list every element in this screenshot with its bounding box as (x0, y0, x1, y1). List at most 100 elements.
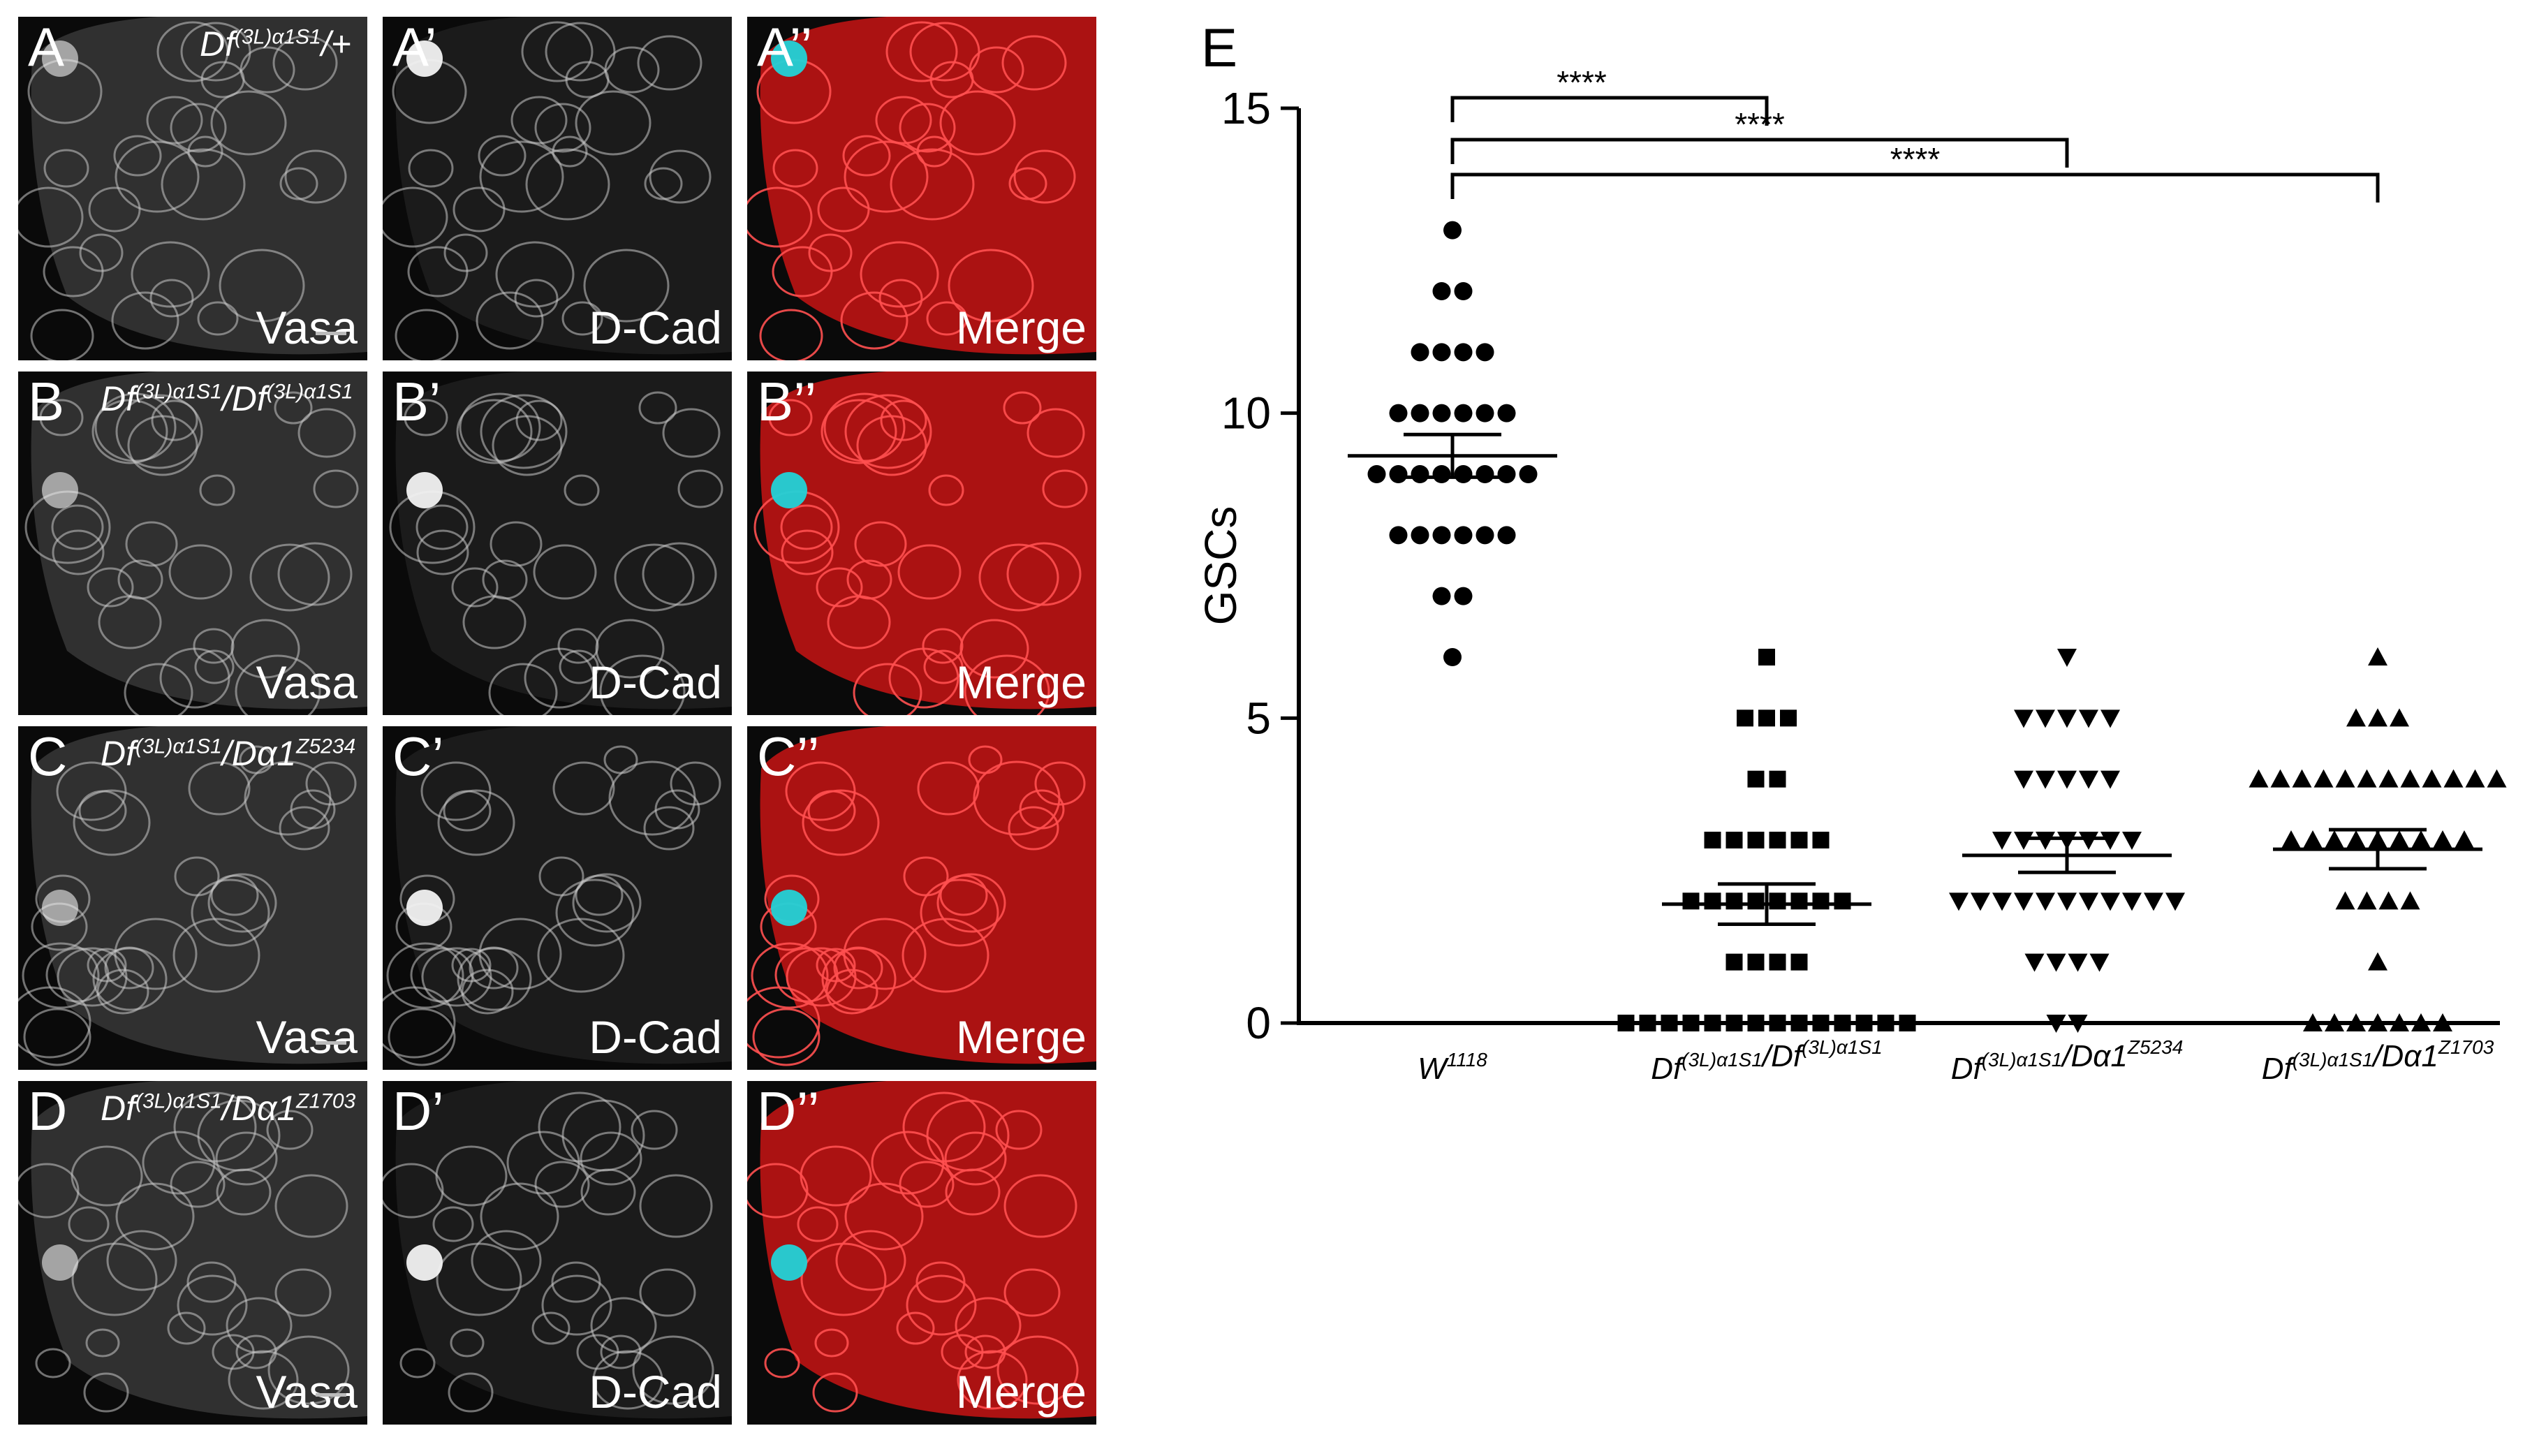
x-category-label: Df(3L)α1S1/Dα1Z5234 (1951, 1036, 2184, 1086)
data-point (1737, 709, 1753, 727)
x-category-label: W1118 (1418, 1049, 1487, 1086)
data-point (2014, 770, 2033, 789)
data-point (2368, 952, 2387, 971)
data-point (1704, 832, 1721, 848)
micrograph-panel: A Vasa Df(3L)α1S1/+ (18, 17, 367, 360)
data-point (1758, 709, 1775, 727)
data-point (1454, 282, 1473, 300)
micrograph-panel: B’’ Merge (747, 372, 1096, 715)
data-point (2079, 770, 2098, 789)
tissue-image (383, 1081, 732, 1419)
genotype-label: Df(3L)α1S1/+ (200, 24, 351, 64)
data-point (2368, 1013, 2387, 1031)
genotype-label: Df(3L)α1S1/Dα1Z1703 (101, 1089, 356, 1128)
data-point (2270, 769, 2290, 788)
y-tick-label: 0 (1246, 998, 1271, 1048)
data-point (2400, 891, 2420, 910)
data-point (1682, 892, 1700, 910)
data-point (1780, 709, 1797, 727)
tissue-image (24, 372, 367, 715)
tissue-image (747, 17, 1096, 360)
data-point (2100, 770, 2120, 789)
data-point (1725, 953, 1743, 971)
data-point (2368, 647, 2387, 666)
panel-letter: C’ (392, 726, 444, 787)
micrograph-panel: B Vasa Df(3L)α1S1/Df(3L)α1S1 (18, 372, 367, 715)
panel-letter: B’’ (757, 372, 817, 432)
data-point (1992, 892, 2012, 911)
data-point (1725, 892, 1743, 910)
tissue-image (383, 17, 732, 360)
data-point (2357, 769, 2377, 788)
stain-label: Vasa (256, 1366, 358, 1418)
data-point (1812, 1015, 1830, 1031)
data-point (1758, 649, 1775, 666)
data-point (1769, 770, 1786, 788)
data-point (2335, 891, 2355, 910)
stain-label: Merge (955, 302, 1087, 353)
data-point (1812, 832, 1830, 848)
data-point (1747, 1015, 1765, 1031)
data-point (1411, 404, 1429, 422)
tissue-image (18, 726, 367, 1066)
data-point (1432, 343, 1451, 362)
data-point (2122, 892, 2142, 911)
stain-label: Vasa (256, 302, 358, 353)
stain-label: D-Cad (589, 656, 722, 708)
data-point (1367, 465, 1386, 483)
data-point (2303, 830, 2323, 848)
data-point (2057, 770, 2077, 789)
stain-label: Merge (955, 1366, 1087, 1418)
data-point (1411, 465, 1429, 483)
data-point (2411, 830, 2431, 848)
data-point (1411, 343, 1429, 362)
data-point (2325, 830, 2344, 848)
data-point (2433, 1013, 2452, 1031)
data-point (2014, 832, 2033, 850)
genotype-label: Df(3L)α1S1/Df(3L)α1S1 (101, 379, 353, 418)
data-point (2390, 830, 2409, 848)
data-point (1971, 892, 1990, 911)
data-point (2079, 892, 2098, 911)
stain-label: Vasa (256, 1011, 358, 1063)
data-point (2089, 953, 2110, 972)
genotype-label: Df(3L)α1S1/Dα1Z5234 (101, 734, 356, 773)
panel-letter: D’ (392, 1081, 444, 1142)
data-point (2281, 830, 2301, 848)
data-point (1725, 1015, 1743, 1031)
data-point (1704, 892, 1721, 910)
micrograph-panel: D’’ Merge (747, 1081, 1096, 1425)
stain-label: Merge (955, 1011, 1087, 1063)
y-tick-label: 10 (1221, 388, 1271, 439)
data-point (2465, 769, 2485, 788)
data-point (1682, 1015, 1700, 1031)
micrograph-panel: C Vasa Df(3L)α1S1/Dα1Z5234 (18, 726, 367, 1070)
data-point (1661, 1015, 1678, 1031)
data-point (2378, 769, 2399, 788)
tissue-image (18, 1081, 367, 1419)
data-point (2068, 953, 2088, 972)
data-point (1769, 832, 1786, 848)
data-point (1747, 892, 1765, 910)
data-point (2487, 769, 2507, 788)
data-point (2144, 892, 2163, 911)
data-point (2036, 770, 2055, 789)
micrograph-panel: D’ D-Cad (383, 1081, 732, 1425)
data-point (1411, 526, 1429, 545)
data-point (2390, 1013, 2409, 1031)
data-point (2068, 1015, 2088, 1033)
data-point (1454, 526, 1473, 545)
tissue-image (18, 17, 367, 360)
data-point (1790, 892, 1808, 910)
data-point (1747, 953, 1765, 971)
data-point (2036, 832, 2055, 850)
gsc-count-chart: E 0 5 10 15 GSCs W1118 Df(3L)α1S1/Df(3L)α1S1 Df(… (1195, 17, 2507, 1086)
micrograph-panel: C’’ Merge (747, 726, 1096, 1070)
panel-letter: C’’ (757, 726, 820, 787)
data-point (2057, 709, 2077, 728)
panel-letter: B’ (392, 372, 441, 432)
data-point (2400, 769, 2420, 788)
data-point (1454, 343, 1473, 362)
data-point (1725, 832, 1743, 848)
y-tick-label: 5 (1246, 693, 1271, 743)
